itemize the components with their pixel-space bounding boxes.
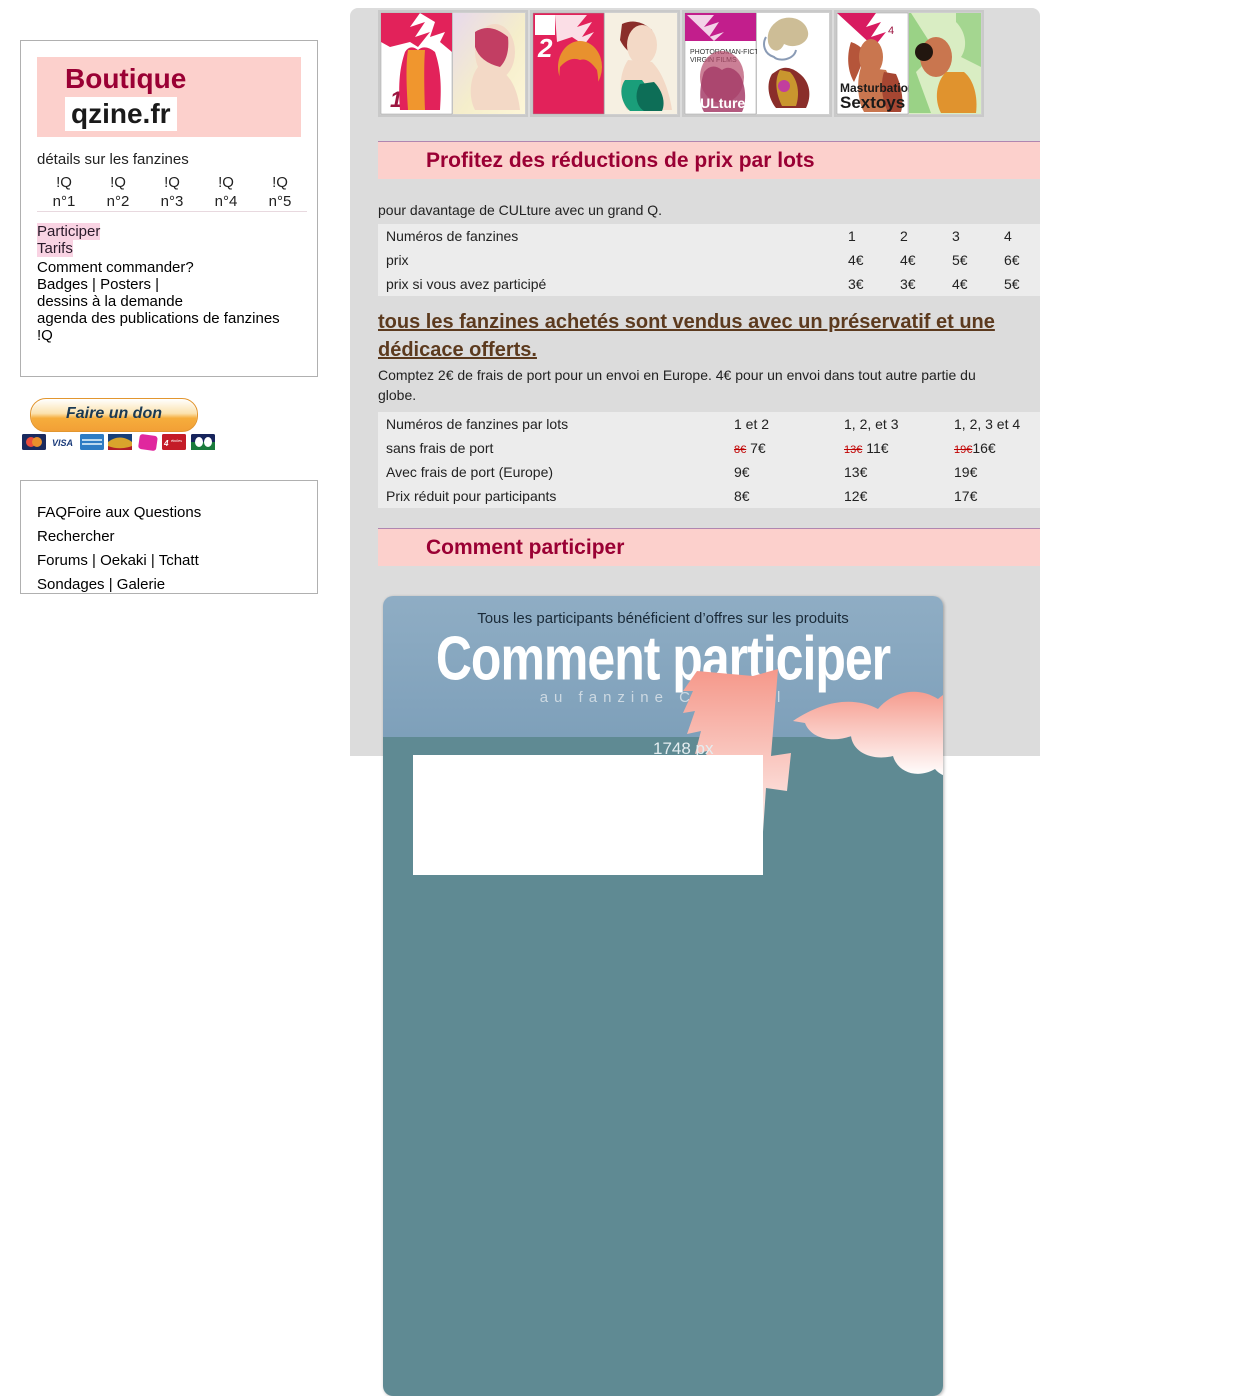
svg-text:étoiles: étoiles xyxy=(171,439,182,443)
svg-text:CULturel: CULturel xyxy=(690,95,749,111)
svg-text:4: 4 xyxy=(888,25,894,37)
svg-text:Sextoys: Sextoys xyxy=(840,93,905,112)
svg-text:VISA: VISA xyxy=(52,438,73,448)
svg-text:2: 2 xyxy=(537,33,553,63)
svg-text:4: 4 xyxy=(163,439,169,448)
